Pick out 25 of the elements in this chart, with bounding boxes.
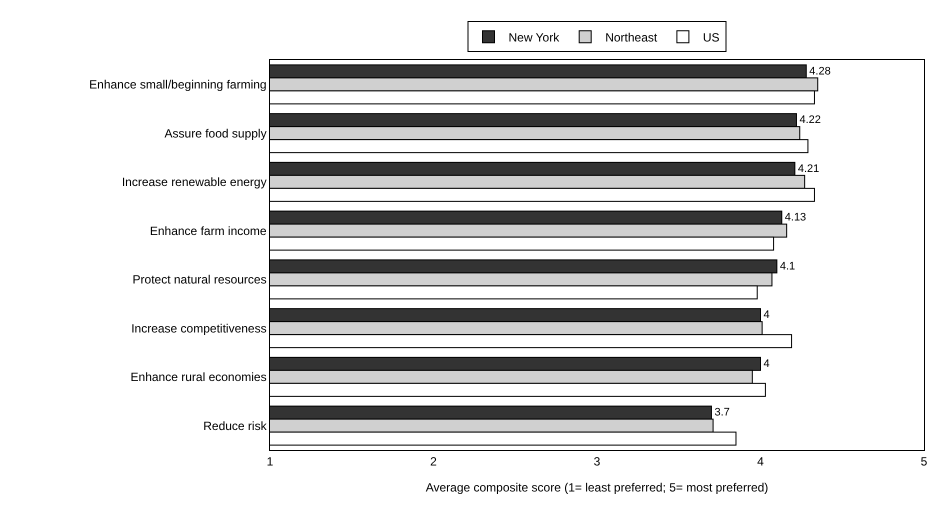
y-tick-label: Enhance small/beginning farming xyxy=(89,78,267,92)
y-tick-label: Increase competitiveness xyxy=(131,321,267,336)
x-tick-label: 1 xyxy=(266,454,274,468)
data-label: 4.1 xyxy=(780,260,796,272)
data-label: 4.13 xyxy=(784,212,806,224)
x-tick-label: 4 xyxy=(757,454,764,468)
y-tick-label: Enhance rural economies xyxy=(130,370,267,384)
data-label: 4.22 xyxy=(799,114,821,126)
legend-label: New York xyxy=(508,30,560,44)
legend-label: Northeast xyxy=(605,30,658,44)
legend-label: US xyxy=(702,30,720,44)
x-tick-label: 2 xyxy=(430,454,438,468)
y-tick-label: Protect natural resources xyxy=(132,272,267,287)
data-label: 4.21 xyxy=(798,162,820,175)
y-tick-label: Increase renewable energy xyxy=(122,175,267,190)
y-tick-label: Assure food supply xyxy=(164,126,267,140)
y-tick-label: Reduce risk xyxy=(203,418,268,433)
x-tick-label: 5 xyxy=(920,454,928,468)
data-label: 3.7 xyxy=(714,406,730,419)
data-label: 4 xyxy=(764,309,770,322)
x-axis-title: Average composite score (1= least preferred; 5= most preferred) xyxy=(426,480,768,494)
x-tick-label: 3 xyxy=(594,454,601,468)
data-label: 4 xyxy=(764,358,770,370)
data-label: 4.28 xyxy=(809,65,831,78)
y-tick-label: Enhance farm income xyxy=(150,224,267,238)
